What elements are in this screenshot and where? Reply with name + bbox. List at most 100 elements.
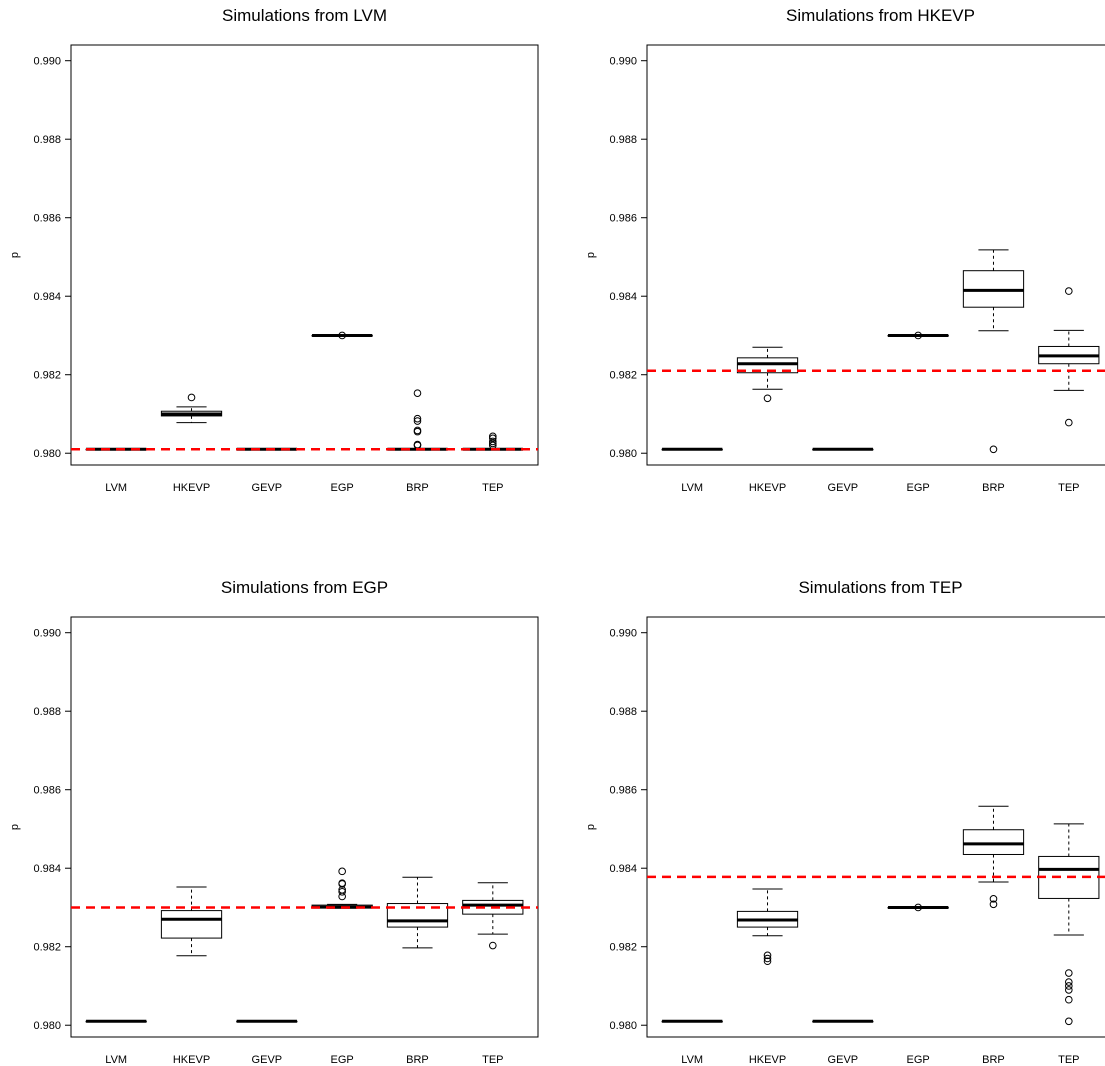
y-tick-label: 0.980 — [609, 1020, 637, 1032]
x-tick-label: LVM — [105, 1054, 127, 1066]
outlier-point — [989, 445, 998, 454]
x-tick-label: BRP — [406, 482, 429, 494]
y-tick-label: 0.986 — [609, 213, 637, 225]
y-tick-label: 0.984 — [609, 291, 637, 303]
box-lvm — [661, 1019, 723, 1023]
box-gevp — [236, 1019, 298, 1023]
outlier-point — [338, 880, 346, 888]
outlier-point — [338, 887, 346, 896]
y-tick-label: 0.980 — [33, 1020, 61, 1032]
box-hkevp — [736, 346, 799, 403]
box-brp — [962, 249, 1025, 454]
outlier-point — [763, 957, 772, 966]
box-tep — [1038, 823, 1100, 1026]
outlier-point — [338, 331, 346, 340]
y-axis-title: p — [585, 824, 597, 830]
y-tick-label: 0.988 — [33, 706, 61, 718]
outlier-point — [1065, 287, 1073, 295]
x-tick-label: TEP — [1058, 1054, 1079, 1066]
x-tick-label: HKEVP — [749, 482, 786, 494]
x-tick-label: HKEVP — [173, 482, 210, 494]
x-tick-label: BRP — [982, 482, 1005, 494]
outlier-point — [413, 427, 422, 436]
y-tick-label: 0.986 — [609, 785, 637, 797]
outlier-point — [1065, 982, 1073, 990]
plot-frame — [70, 616, 539, 1038]
outlier-point — [763, 394, 772, 403]
box-lvm — [661, 447, 723, 451]
box-brp — [962, 805, 1025, 909]
outlier-point — [413, 389, 422, 397]
x-tick-label: TEP — [482, 1054, 503, 1066]
panel-egp: Simulations from EGP 0.980 0.982 0.984 0.986… — [9, 578, 539, 1066]
outlier-point — [1065, 986, 1073, 994]
outlier-point — [489, 941, 497, 950]
x-tick-label: BRP — [982, 1054, 1005, 1066]
x-tick-label: TEP — [1058, 482, 1079, 494]
chart-title: Simulations from EGP — [221, 578, 388, 597]
outlier-point — [338, 892, 346, 901]
iqr-box — [160, 910, 223, 939]
box-egp — [887, 903, 949, 912]
x-tick-label: LVM — [105, 482, 127, 494]
x-tick-label: HKEVP — [749, 1054, 786, 1066]
outlier-point — [413, 417, 422, 425]
box-tep — [462, 432, 524, 451]
x-tick-label: EGP — [907, 482, 930, 494]
y-tick-label: 0.984 — [609, 863, 637, 875]
y-tick-label: 0.980 — [609, 448, 637, 460]
x-tick-label: EGP — [907, 1054, 930, 1066]
x-tick-label: HKEVP — [173, 1054, 210, 1066]
box-lvm — [85, 1019, 147, 1023]
iqr-box — [736, 357, 799, 374]
y-tick-label: 0.988 — [609, 134, 637, 146]
y-tick-label: 0.980 — [33, 448, 61, 460]
y-tick-label: 0.990 — [609, 628, 637, 640]
x-tick-label: GEVP — [252, 482, 283, 494]
y-tick-label: 0.990 — [609, 56, 637, 68]
box-brp — [386, 389, 449, 451]
x-tick-label: GEVP — [828, 1054, 859, 1066]
box-gevp — [812, 447, 874, 451]
outlier-point — [914, 331, 922, 340]
outlier-point — [187, 393, 196, 402]
outlier-point — [763, 951, 772, 960]
y-tick-label: 0.986 — [33, 785, 61, 797]
box-egp — [311, 331, 373, 340]
plot-frame — [646, 44, 1105, 466]
box-egp — [311, 867, 373, 909]
chart-title: Simulations from HKEVP — [786, 6, 975, 25]
y-tick-label: 0.988 — [609, 706, 637, 718]
y-axis-title: p — [585, 252, 597, 258]
y-tick-label: 0.982 — [609, 942, 637, 954]
outlier-point — [763, 954, 772, 963]
x-tick-label: LVM — [681, 482, 703, 494]
y-tick-label: 0.982 — [609, 370, 637, 382]
outlier-point — [338, 867, 346, 876]
y-tick-label: 0.990 — [33, 628, 61, 640]
box-gevp — [812, 1019, 874, 1023]
x-tick-label: EGP — [331, 482, 354, 494]
chart-title: Simulations from TEP — [798, 578, 962, 597]
panel-tep: Simulations from TEP 0.980 0.982 0.984 0.986… — [585, 578, 1105, 1066]
box-tep — [1038, 287, 1100, 427]
outlier-point — [1065, 1017, 1073, 1026]
outlier-point — [989, 895, 998, 903]
box-hkevp — [160, 393, 223, 424]
y-tick-label: 0.990 — [33, 56, 61, 68]
panel-hkevp: Simulations from HKEVP 0.980 0.982 0.984 0.9… — [585, 6, 1105, 494]
box-hkevp — [736, 888, 799, 966]
y-tick-label: 0.988 — [33, 134, 61, 146]
y-tick-label: 0.986 — [33, 213, 61, 225]
outlier-point — [1065, 978, 1073, 986]
y-tick-label: 0.982 — [33, 942, 61, 954]
outlier-point — [489, 439, 497, 448]
y-axis-title: p — [9, 824, 21, 830]
outlier-point — [1065, 969, 1073, 977]
x-tick-label: LVM — [681, 1054, 703, 1066]
box-brp — [386, 876, 449, 949]
y-tick-label: 0.984 — [33, 291, 61, 303]
x-tick-label: TEP — [482, 482, 503, 494]
y-tick-label: 0.982 — [33, 370, 61, 382]
